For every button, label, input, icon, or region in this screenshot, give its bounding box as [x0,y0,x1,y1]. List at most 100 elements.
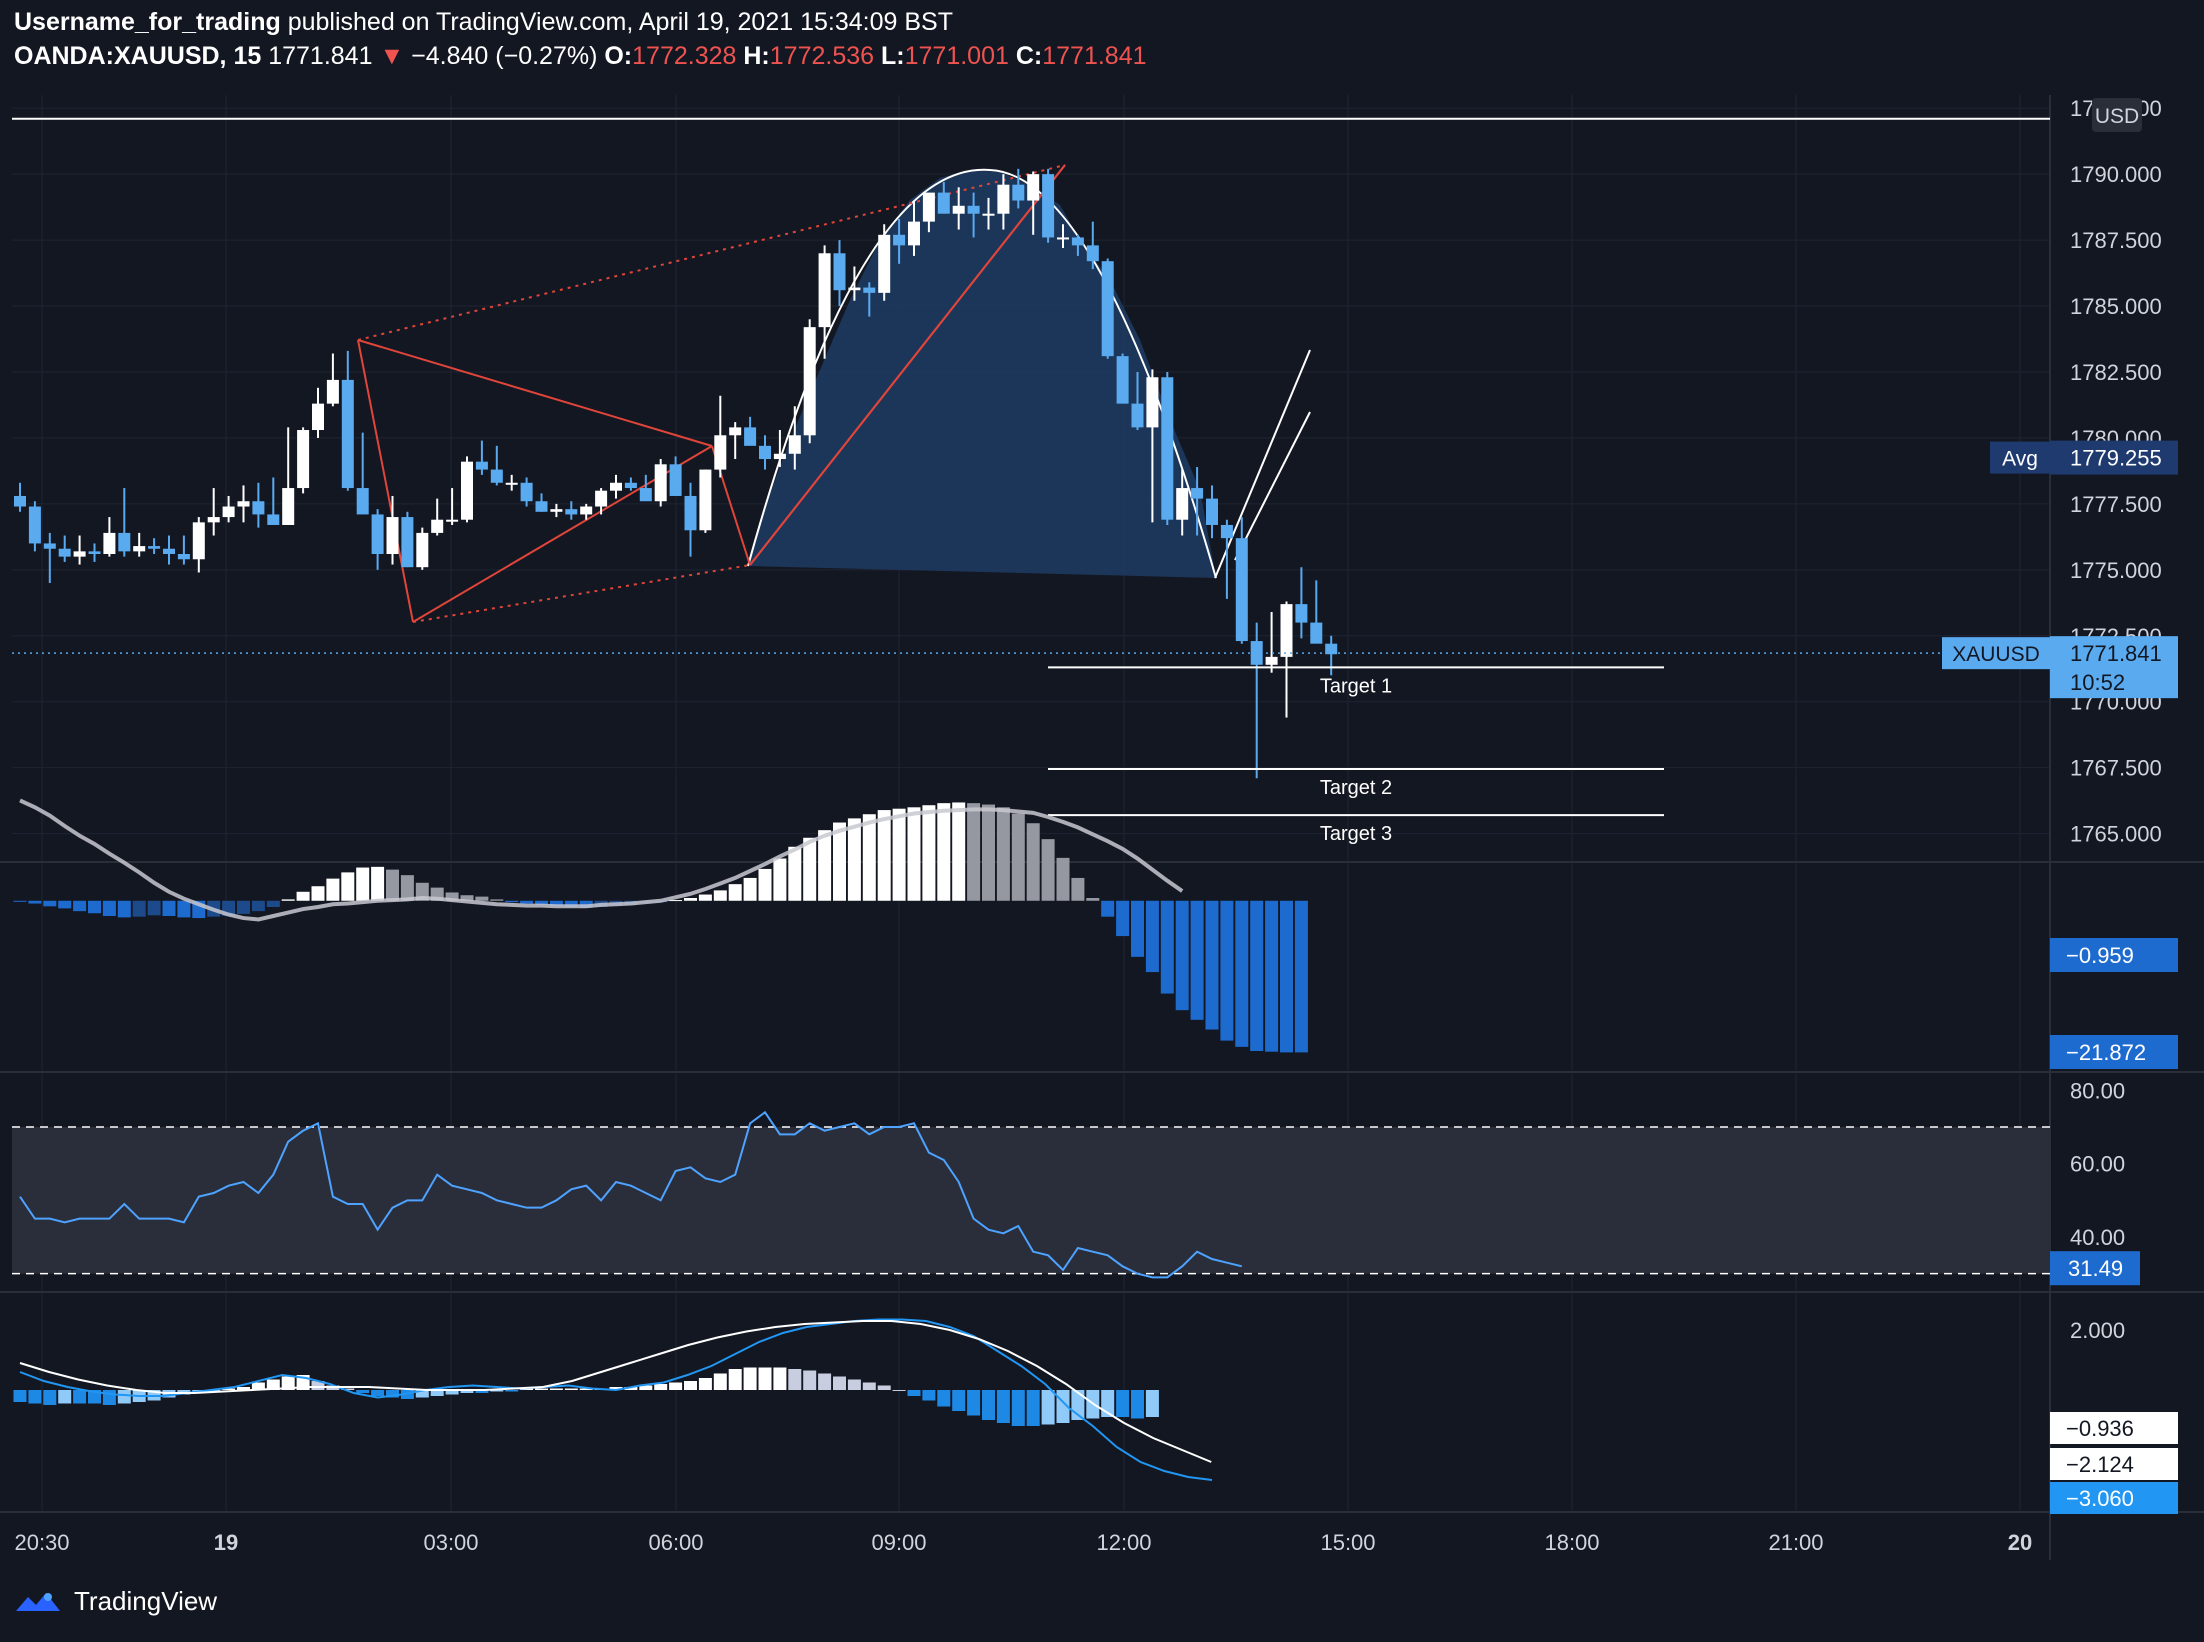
macd-bar [1026,1390,1040,1426]
time-tick: 18:00 [1544,1530,1599,1555]
candle-body [952,205,965,214]
macd-panel[interactable] [13,1318,1213,1481]
candle-body [431,519,444,533]
candle-body [14,495,26,507]
momentum-bar [952,802,966,901]
candle-body [818,253,831,328]
momentum-bar [73,900,87,912]
macd-bar [773,1367,787,1390]
momentum-bar [28,900,42,904]
macd-bar [535,1388,548,1390]
price-change: −4.840 (−0.27%) [411,42,598,70]
candle-body [1027,174,1040,201]
momentum-bar [102,900,116,916]
momentum-bar [669,900,683,902]
candle-body [371,514,384,554]
macd-bar [237,1387,250,1390]
candle-body [1101,261,1114,357]
momentum-bar [445,892,459,901]
candle-body [1161,377,1174,520]
candle-body [937,192,950,214]
momentum-bar [147,900,161,916]
candle-body [982,213,995,216]
macd-bar [58,1390,72,1404]
momentum-bar [1294,900,1308,1053]
candle-body [461,461,473,520]
momentum-bar [535,900,548,905]
rsi-panel[interactable] [12,1110,2050,1279]
momentum-bar [237,900,250,914]
candle-body [803,327,816,436]
candle-body [520,482,533,502]
momentum-bar [400,875,414,901]
candle-body [639,488,652,502]
cup-curve [747,168,1217,579]
macd-bar [847,1379,861,1390]
momentum-bar [475,896,489,901]
momentum-bar [728,884,742,901]
momentum-bar [1026,823,1040,901]
macd-bar [386,1390,399,1398]
candle-body [490,469,503,483]
macd-bar [266,1379,280,1390]
momentum-bar [1220,900,1234,1041]
candle-body [401,517,414,568]
time-axis[interactable]: 20:30 19 03:00 06:00 09:00 12:00 15:00 18:00 21:… [14,1530,2032,1555]
publish-line: Username_for_trading published on Tradin… [14,8,953,37]
candle-body [297,430,310,489]
momentum-bar [1131,900,1144,957]
macd-value: −0.936 [2066,1416,2134,1441]
candle-body [341,379,354,489]
candle-body [1176,488,1189,520]
macd-value-box [2050,1482,2178,1514]
target-label: Target 2 [1320,777,1392,799]
rsi-value-box [2050,1251,2140,1286]
momentum-bar [1086,898,1100,901]
macd-value: −3.060 [2066,1486,2134,1511]
publish-info: published on TradingView.com, April 19, … [287,8,953,36]
macd-bar [743,1367,757,1390]
macd-bar [251,1382,265,1390]
pattern-leg [749,164,1066,566]
candle-body [654,464,667,502]
momentum-bar [326,878,340,901]
macd-line [19,1318,1213,1481]
currency-label: USD [2095,105,2139,128]
avg-tag-label: Avg [2002,448,2038,471]
candle-body [1250,641,1263,665]
macd-bar [1145,1390,1159,1417]
candle-body [729,427,742,436]
candle-body [73,551,86,557]
price-tick: 1782.500 [2070,360,2162,385]
macd-bar [445,1390,459,1395]
pattern-leg [357,339,414,623]
rsi-tick: 60.00 [2070,1152,2125,1177]
brand-footer[interactable]: TradingView [14,1586,217,1617]
momentum-panel[interactable] [13,798,1308,1053]
time-tick: 12:00 [1096,1530,1151,1555]
author-name[interactable]: Username_for_trading [14,8,281,36]
macd-bar [400,1390,414,1399]
macd-bar [609,1387,623,1390]
last-price-box [2050,636,2178,699]
macd-bar [639,1385,653,1390]
symbol-name[interactable]: OANDA:XAUUSD, 15 [14,42,262,70]
momentum-bar [341,872,355,901]
price-panel[interactable]: Target 1 Target 2 Target 3 Avg XAUUSD [12,117,2050,845]
momentum-bar [907,807,921,901]
macd-bar [222,1388,236,1390]
candle-body [997,184,1010,214]
candle-body [565,509,578,515]
momentum-bar [281,899,295,901]
price-axis[interactable]: 1765.0001767.5001770.0001772.5001775.000… [2050,96,2178,1514]
candle-body [1310,622,1323,644]
target-label: Target 3 [1320,823,1392,845]
macd-bar [833,1376,846,1390]
momentum-bar [1160,900,1174,994]
momentum-bar [1250,900,1264,1051]
candle-body [1220,524,1233,539]
avg-tag [1990,441,2050,474]
channel-line [1214,349,1311,579]
candle-body [267,514,280,525]
